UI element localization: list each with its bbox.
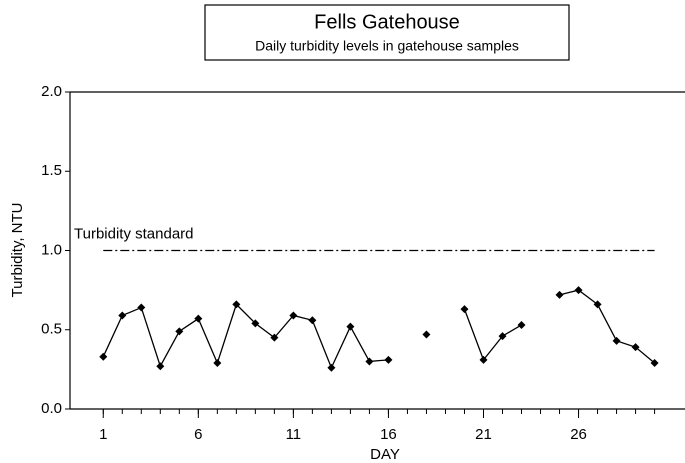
chart-subtitle: Daily turbidity levels in gatehouse samp… xyxy=(255,38,519,54)
data-point xyxy=(270,333,279,342)
data-point xyxy=(327,363,336,372)
data-point xyxy=(650,359,659,368)
y-tick-label: 0.0 xyxy=(41,400,62,417)
data-point xyxy=(308,316,317,325)
data-point xyxy=(517,320,526,329)
y-tick-label: 1.0 xyxy=(41,241,62,258)
series-line xyxy=(102,303,389,370)
x-tick-label: 21 xyxy=(475,426,492,443)
x-tick-label: 16 xyxy=(380,426,397,443)
data-point xyxy=(498,332,507,341)
data-point xyxy=(213,359,222,368)
y-tick-label: 2.0 xyxy=(41,83,62,100)
x-tick-label: 1 xyxy=(99,426,107,443)
data-point xyxy=(346,322,355,331)
x-tick-label: 11 xyxy=(286,426,302,443)
reference-label: Turbidity standard xyxy=(74,225,194,242)
data-point xyxy=(232,300,241,309)
data-point xyxy=(612,336,621,345)
chart-title: Fells Gatehouse xyxy=(314,11,460,33)
data-point xyxy=(555,290,564,299)
data-point xyxy=(137,303,146,312)
x-tick-label: 6 xyxy=(194,426,202,443)
data-point xyxy=(289,311,298,320)
data-point xyxy=(156,362,165,371)
y-axis-label: Turbidity, NTU xyxy=(9,202,26,297)
data-point xyxy=(479,355,488,364)
series-line xyxy=(559,289,655,364)
data-point xyxy=(251,319,260,328)
title-box xyxy=(204,4,570,61)
data-point xyxy=(118,311,127,320)
data-point xyxy=(99,352,108,361)
data-point xyxy=(175,327,184,336)
data-point xyxy=(574,286,583,295)
data-point xyxy=(365,357,374,366)
x-tick-label: 26 xyxy=(570,426,587,443)
data-point xyxy=(422,330,431,339)
data-point xyxy=(593,300,602,309)
data-point xyxy=(460,305,469,314)
series-line xyxy=(463,308,522,362)
y-tick-label: 1.5 xyxy=(41,162,62,179)
x-axis-label: DAY xyxy=(370,446,400,463)
data-point xyxy=(384,355,393,364)
data-point xyxy=(194,314,203,323)
y-tick-label: 0.5 xyxy=(41,321,62,338)
data-point xyxy=(631,343,640,352)
